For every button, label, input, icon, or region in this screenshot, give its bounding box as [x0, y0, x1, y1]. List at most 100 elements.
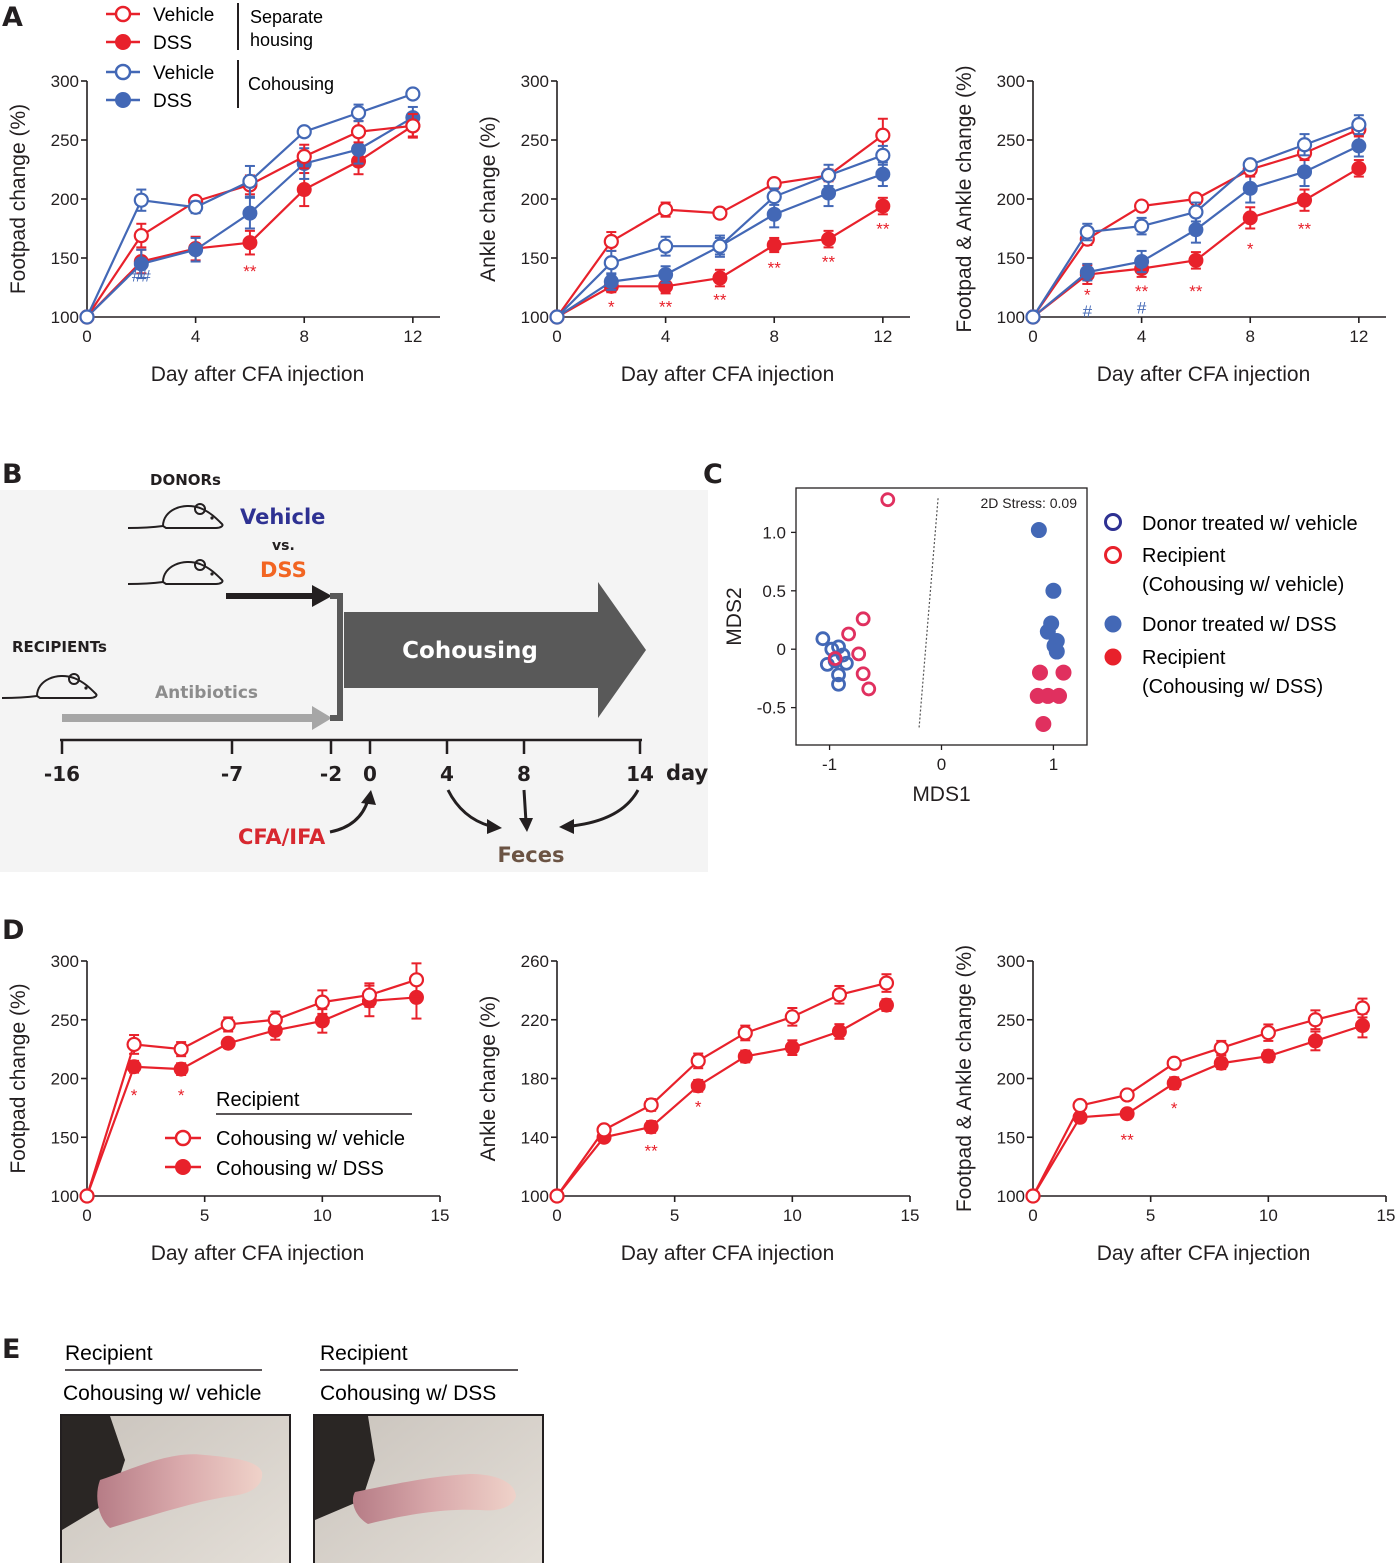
data-point: [1354, 1000, 1371, 1016]
data-point: [1351, 160, 1367, 176]
x-tick-label: 0: [82, 1206, 91, 1225]
y-tick-label: 100: [997, 1187, 1025, 1206]
chart-c-mds: 2D Stress: 0.09 1.0 0.5 0 -0.5 -1 0 1 MDS1 MDS2: [723, 487, 1088, 806]
x-axis-label: Day after CFA injection: [621, 1242, 835, 1265]
data-point: [875, 127, 891, 143]
y-tick-label: 300: [997, 72, 1025, 91]
data-point: [361, 987, 377, 1003]
y-tick-label: 100: [521, 1187, 549, 1206]
data-point: [784, 1009, 800, 1025]
series-line: [1032, 1006, 1363, 1197]
data-point: [1134, 218, 1150, 234]
y-tick-label: 0.5: [762, 582, 786, 601]
y-tick-label: 150: [997, 249, 1025, 268]
y-tick-label: 250: [997, 1011, 1025, 1030]
data-point: [79, 1188, 95, 1204]
y-tick-label: 100: [521, 308, 549, 327]
y-tick-label: -0.5: [757, 699, 786, 718]
legend-a: Vehicle DSS Separate housing Vehicle DSS…: [106, 3, 334, 112]
legend-a-vehicle-separate-label: Vehicle: [153, 5, 214, 26]
data-point: [350, 105, 367, 121]
panel-e-right-title: Recipient: [320, 1342, 408, 1365]
data-point: [1260, 1048, 1276, 1064]
legend-a-separate-label-1: Separate: [250, 7, 323, 27]
data-point: [766, 189, 782, 205]
significance-mark: **: [1121, 1131, 1135, 1150]
data-point: [831, 676, 846, 692]
y-tick-label: 250: [51, 131, 79, 150]
data-point: [1134, 254, 1150, 270]
data-point: [1039, 687, 1056, 704]
data-point: [1213, 1055, 1229, 1071]
data-point: [712, 270, 728, 286]
panel-label-c: C: [703, 459, 723, 490]
data-point: [1351, 138, 1367, 154]
x-tick-label: 15: [1377, 1206, 1396, 1225]
x-tick-label: 10: [313, 1206, 332, 1225]
significance-mark: *: [1084, 286, 1091, 305]
data-point: [1134, 198, 1150, 214]
x-tick-label: 4: [661, 327, 670, 346]
x-tick-label: 10: [1259, 1206, 1278, 1225]
significance-mark: *: [608, 297, 615, 316]
data-point: [350, 124, 367, 140]
data-point: [220, 1016, 236, 1033]
significance-mark: *: [695, 1097, 702, 1116]
data-point: [408, 989, 424, 1005]
divider-line: [918, 497, 939, 728]
chart-d-ankle: 100 140 180 220 260 0 5 10 15 Day after CFA injec…: [477, 952, 919, 1265]
data-point: [133, 192, 149, 208]
data-point: [1242, 180, 1258, 196]
data-point: [1296, 137, 1313, 153]
x-tick-label: 8: [1245, 327, 1254, 346]
x-axis-label: Day after CFA injection: [621, 363, 835, 386]
data-point: [1048, 643, 1065, 660]
significance-mark: **: [243, 262, 257, 281]
x-tick-label: 8: [769, 327, 778, 346]
data-point: [861, 681, 877, 697]
data-point: [841, 626, 857, 642]
data-point: [1166, 1055, 1182, 1071]
x-axis-label: Day after CFA injection: [1097, 1242, 1311, 1265]
significance-mark: *: [131, 1086, 138, 1105]
data-point: [855, 666, 871, 682]
data-point: [314, 994, 330, 1010]
y-axis-label: Ankle change (%): [477, 116, 500, 282]
significance-mark: **: [1135, 282, 1149, 301]
y-tick-label: 220: [521, 1011, 549, 1030]
timeline-tick-label: -16: [44, 762, 80, 786]
x-tick-label: 4: [1137, 327, 1146, 346]
data-point: [314, 1013, 330, 1029]
data-point: [1242, 157, 1258, 173]
data-point: [408, 972, 425, 988]
paw-photo-dss: [313, 1414, 544, 1563]
data-point: [851, 646, 867, 662]
significance-mark: ##: [132, 267, 151, 286]
data-point: [855, 611, 871, 627]
significance-mark: *: [1171, 1099, 1178, 1118]
data-point: [766, 237, 782, 253]
x-tick-label: 10: [783, 1206, 802, 1225]
y-tick-label: 250: [997, 131, 1025, 150]
data-point: [712, 238, 728, 254]
legend-a-cohousing-label: Cohousing: [248, 74, 334, 94]
panel-label-b: B: [2, 459, 23, 490]
data-point: [79, 309, 95, 325]
data-point: [831, 1024, 847, 1039]
legend-a-vehicle-cohousing-marker: [114, 63, 132, 81]
y-axis-label: Footpad change (%): [7, 104, 30, 294]
data-point: [658, 238, 674, 254]
cohousing-label: Cohousing: [402, 638, 538, 664]
y-tick-label: 0: [777, 640, 786, 659]
data-point: [549, 309, 565, 325]
data-point: [1072, 1097, 1088, 1114]
y-tick-label: 150: [51, 1128, 79, 1147]
donor-vehicle-label: Vehicle: [240, 505, 325, 529]
significance-mark: **: [768, 258, 782, 277]
data-point: [784, 1040, 800, 1056]
data-point: [878, 997, 894, 1013]
data-point: [405, 118, 421, 134]
x-tick-label: 4: [191, 327, 200, 346]
data-point: [1307, 1012, 1324, 1028]
